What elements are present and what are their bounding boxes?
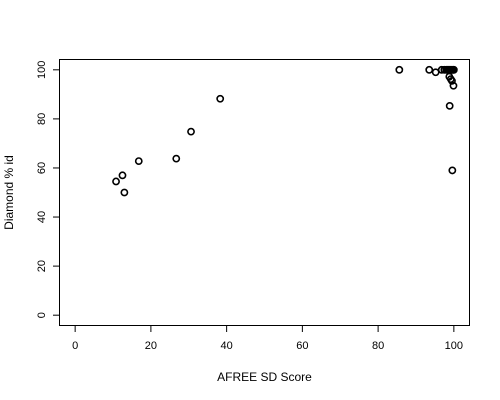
y-tick-label-5: 100 xyxy=(36,61,48,79)
plot-frame xyxy=(59,59,470,326)
data-point-25 xyxy=(448,166,457,175)
data-point-19 xyxy=(449,65,458,74)
x-axis: 0 20 40 60 80 100 xyxy=(72,325,463,352)
y-tick-label-0: 0 xyxy=(36,312,48,318)
y-tick-label-1: 20 xyxy=(36,260,48,272)
y-tick-label-4: 80 xyxy=(36,113,48,125)
data-point-7 xyxy=(395,65,404,74)
data-point-8 xyxy=(425,65,434,74)
data-point-23 xyxy=(449,81,458,90)
data-point-22 xyxy=(448,76,456,85)
x-tick-label-2: 40 xyxy=(221,340,233,352)
x-tick-label-5: 100 xyxy=(445,340,463,352)
data-points xyxy=(112,65,458,197)
y-axis: 0 20 40 60 80 100 xyxy=(36,61,60,318)
data-point-24 xyxy=(445,101,454,110)
x-axis-label: AFREE SD Score xyxy=(217,370,312,384)
x-tick-label-1: 20 xyxy=(145,340,157,352)
data-point-5 xyxy=(187,127,195,136)
x-tick-label-3: 60 xyxy=(296,340,308,352)
x-tick-label-4: 80 xyxy=(372,340,384,352)
data-point-2 xyxy=(120,188,129,197)
x-tick-label-0: 0 xyxy=(72,340,78,352)
y-tick-label-3: 60 xyxy=(36,162,48,174)
y-axis-label: Diamond % id xyxy=(2,155,16,230)
data-point-1 xyxy=(118,171,127,180)
y-tick-label-2: 40 xyxy=(36,211,48,223)
data-point-4 xyxy=(172,154,181,163)
data-point-0 xyxy=(112,177,120,186)
data-point-6 xyxy=(216,94,225,103)
data-point-3 xyxy=(134,157,143,165)
